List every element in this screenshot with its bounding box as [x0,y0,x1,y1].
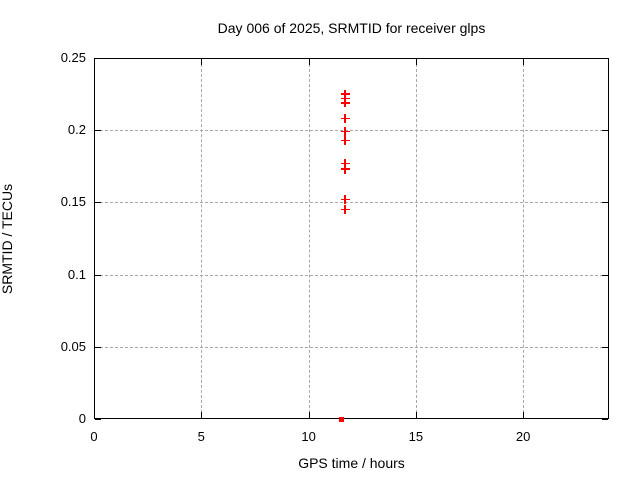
gridline-horizontal [95,346,608,348]
data-point-marker [340,205,350,215]
gridline-horizontal [95,130,608,132]
x-tick-mark [415,412,417,418]
y-tick-mark-right [602,419,608,420]
data-point-marker [340,114,350,124]
chart-title: Day 006 of 2025, SRMTID for receiver glp… [217,20,486,36]
y-tick-mark-right [602,346,608,348]
x-tick-mark [308,412,310,418]
x-tick-mark-top [415,59,417,65]
y-tick-label: 0.1 [67,266,86,282]
x-tick-mark [201,412,203,418]
gridline-vertical [308,59,310,418]
plot-area [94,58,609,419]
data-point-marker [340,164,350,174]
y-axis-label: SRMTID / TECUs [0,183,15,295]
y-tick-label: 0.15 [60,194,86,210]
x-tick-label: 0 [90,429,98,444]
y-tick-label: 0.25 [60,50,86,65]
gridline-vertical [415,59,417,418]
y-tick-mark-right [602,202,608,204]
y-tick-mark-right [602,58,608,59]
x-tick-mark-top [523,59,525,65]
y-tick-mark [95,419,101,420]
x-tick-label: 15 [408,429,424,444]
data-point-marker [340,127,350,137]
y-tick-label: 0 [78,411,86,426]
x-tick-label: 5 [197,429,205,444]
zero-point-marker [339,416,345,422]
data-point-marker [340,98,350,108]
data-point-marker [340,158,350,168]
y-tick-mark [95,130,101,132]
y-tick-mark [95,202,101,204]
x-tick-mark-top [308,59,310,65]
data-point-marker [340,135,350,145]
y-tick-label: 0.05 [60,338,86,354]
y-tick-mark [95,346,101,348]
x-tick-mark-top [201,59,203,65]
x-tick-label: 20 [515,429,531,444]
y-tick-label: 0.2 [67,122,86,138]
x-tick-mark-top [94,59,95,65]
y-tick-mark-right [602,130,608,132]
y-tick-mark [95,274,101,276]
gridline-horizontal [95,202,608,204]
x-tick-label: 10 [301,429,316,444]
x-tick-mark [523,412,525,418]
gridline-vertical [523,59,525,418]
y-tick-mark-right [602,274,608,276]
gridline-vertical [201,59,203,418]
x-tick-mark [94,412,95,418]
y-tick-mark [95,58,101,59]
gridline-horizontal [95,274,608,276]
data-point-marker [340,195,350,204]
x-axis-label: GPS time / hours [298,455,405,471]
